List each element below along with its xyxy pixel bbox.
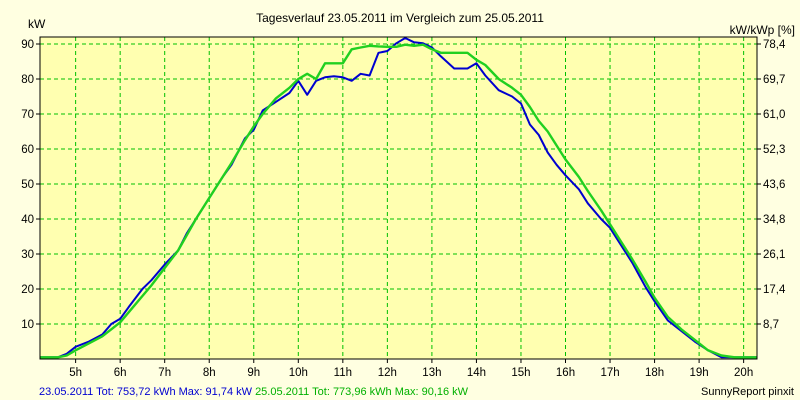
x-tick-label: 20h (734, 367, 753, 379)
x-tick-label: 9h (247, 367, 260, 379)
y2-tick-label: 26,1 (763, 249, 785, 261)
x-tick-label: 5h (69, 367, 82, 379)
footer-blue-summary: 23.05.2011 Tot: 753,72 kWh Max: 91,74 kW (39, 386, 252, 398)
y-tick-label: 40 (21, 214, 34, 226)
x-tick-label: 17h (600, 367, 619, 379)
x-tick-label: 15h (511, 367, 530, 379)
x-tick-label: 12h (378, 367, 397, 379)
x-tick-label: 6h (114, 367, 127, 379)
footer-green-summary: 25.05.2011 Tot: 773,96 kWh Max: 90,16 kW (255, 386, 469, 398)
x-tick-label: 10h (289, 367, 308, 379)
series-line-green (40, 43, 757, 359)
series-group (40, 37, 757, 359)
x-tick-label: 16h (556, 367, 575, 379)
footer-credit: SunnyReport pinxit (701, 386, 794, 398)
y2-tick-label: 43,6 (763, 179, 785, 191)
y2-tick-label: 78,4 (763, 39, 786, 51)
x-tick-label: 8h (203, 367, 216, 379)
y-tick-label: 90 (21, 39, 34, 51)
plot-frame (39, 36, 758, 360)
y2-tick-label: 34,8 (763, 214, 785, 226)
y-tick-label: 60 (21, 144, 34, 156)
x-tick-label: 11h (334, 367, 352, 379)
y-tick-label: 30 (21, 249, 34, 261)
y-tick-label: 50 (21, 179, 34, 191)
y-tick-label: 70 (21, 109, 34, 121)
y2-tick-label: 17,4 (763, 284, 786, 296)
y-tick-label: 80 (21, 74, 34, 86)
y-axis-right-label: kW/kWp [%] (730, 23, 795, 37)
x-tick-label: 13h (422, 367, 441, 379)
x-tick-label: 19h (690, 367, 709, 379)
plot-area (40, 37, 757, 359)
x-tick-label: 18h (645, 367, 664, 379)
x-tick-label: 7h (158, 367, 171, 379)
x-tick-label: 14h (467, 367, 486, 379)
y2-tick-label: 69,7 (763, 74, 785, 86)
y2-tick-label: 52,3 (763, 144, 785, 156)
axis-ticks: 5h 6h 7h 8h 9h 10h 11h 12h 13h 14h 15h 16h 17h 18h 19h… (21, 39, 786, 379)
y-axis-left-label: kW (28, 17, 46, 31)
chart-title: Tagesverlauf 23.05.2011 im Vergleich zum… (256, 11, 544, 25)
y2-tick-label: 8,7 (763, 319, 779, 331)
footer-summary: 23.05.2011 Tot: 753,72 kWh Max: 91,74 kW… (39, 386, 468, 398)
y-tick-label: 10 (21, 319, 34, 331)
y-tick-label: 20 (21, 284, 34, 296)
y2-tick-label: 61,0 (763, 109, 785, 121)
